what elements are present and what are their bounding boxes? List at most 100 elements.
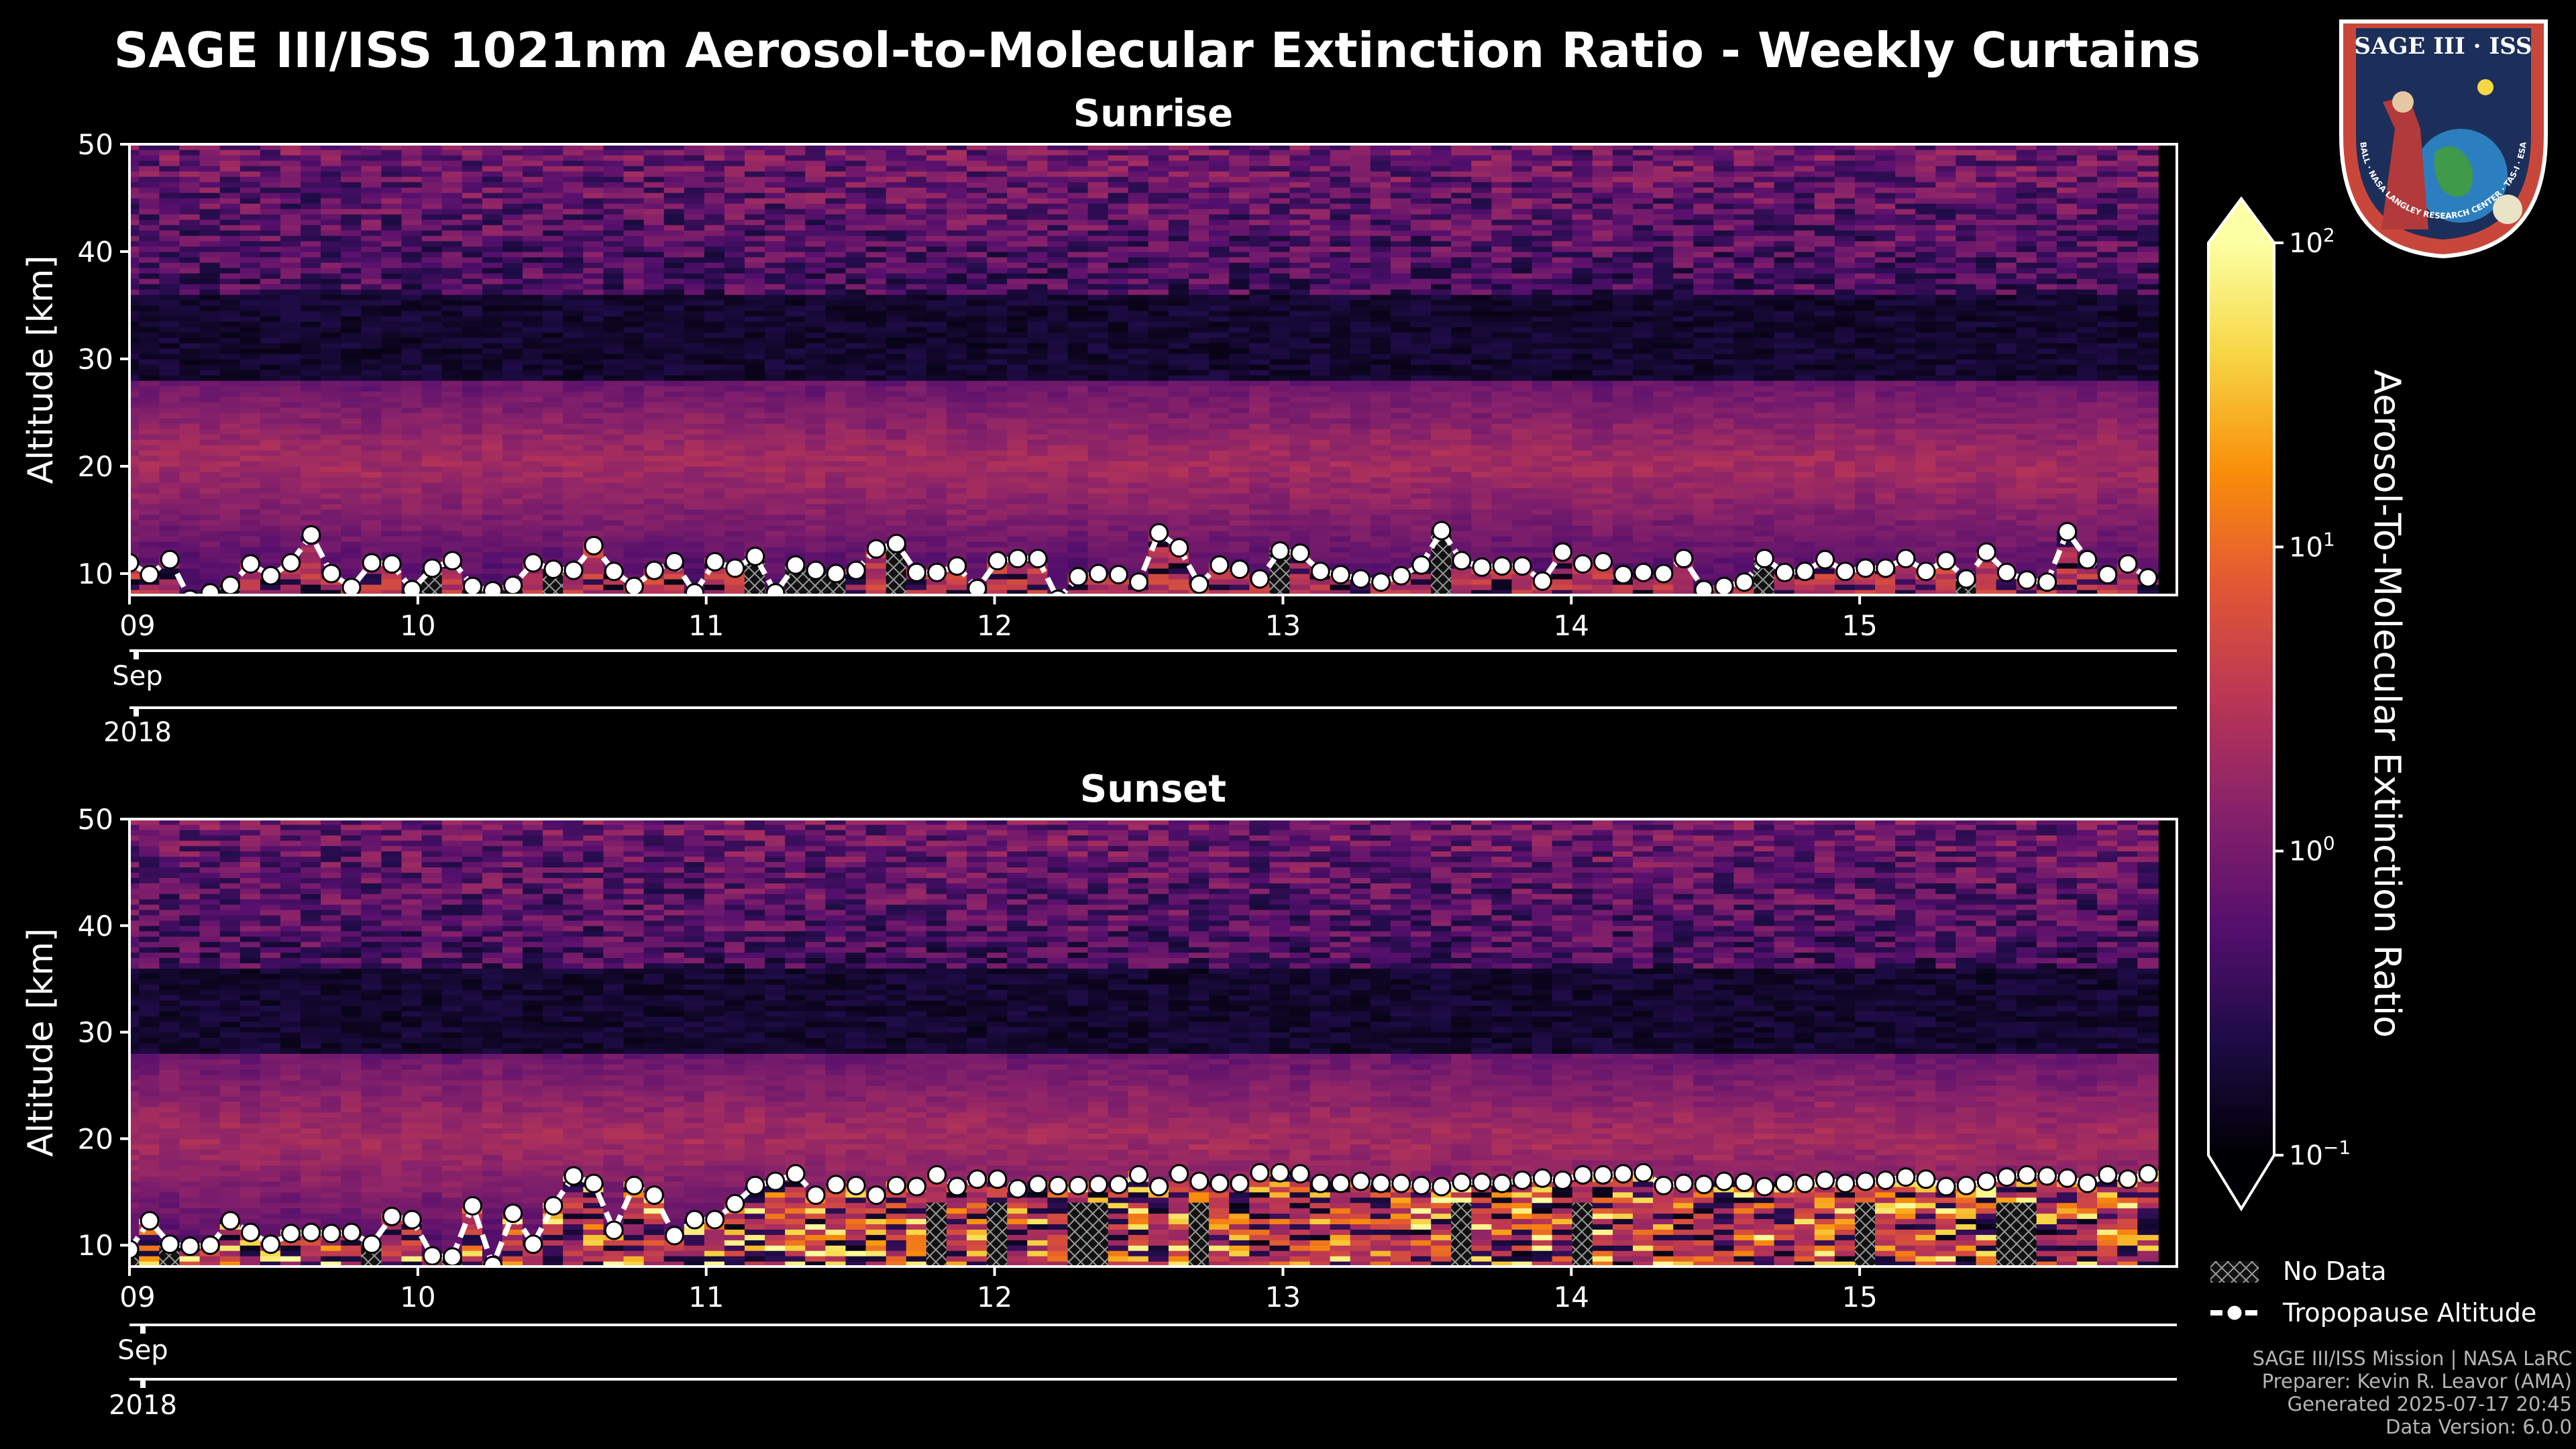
- sunrise-heatmap-cell: [724, 193, 746, 199]
- sunrise-heatmap-cell: [301, 450, 322, 456]
- sunrise-heatmap-cell: [502, 316, 524, 322]
- sunrise-heatmap-cell: [401, 348, 423, 354]
- sunrise-heatmap-cell: [967, 536, 988, 542]
- sunrise-heatmap-cell: [260, 209, 282, 215]
- sunrise-heatmap-cell: [643, 160, 665, 166]
- sunrise-heatmap-cell: [765, 445, 786, 451]
- sunrise-heatmap-cell: [321, 482, 342, 488]
- sunrise-heatmap-cell: [926, 300, 948, 306]
- sunrise-heatmap-cell: [745, 166, 766, 172]
- sunrise-heatmap-cell: [825, 257, 847, 263]
- sunrise-heatmap-cell: [1229, 547, 1250, 553]
- sunrise-heatmap-cell: [865, 305, 888, 311]
- sunrise-heatmap-cell: [502, 150, 524, 156]
- sunrise-heatmap-cell: [543, 289, 564, 295]
- sunrise-heatmap-cell: [301, 327, 322, 333]
- sunrise-heatmap-cell: [845, 166, 867, 172]
- sunrise-heatmap-cell: [724, 311, 746, 317]
- sunrise-heatmap-cell: [583, 321, 604, 327]
- sunrise-heatmap-cell: [745, 337, 766, 343]
- sunrise-heatmap-cell: [603, 584, 625, 590]
- sunrise-heatmap-cell: [1108, 289, 1130, 295]
- sunrise-heatmap-cell: [765, 214, 786, 220]
- sunrise-heatmap-cell: [1027, 343, 1049, 349]
- sunrise-heatmap-cell: [523, 337, 544, 343]
- sunrise-heatmap-cell: [129, 155, 140, 161]
- sunrise-heatmap-cell: [684, 203, 706, 209]
- sunrise-heatmap-cell: [239, 541, 262, 547]
- sunrise-heatmap-cell: [381, 418, 402, 424]
- sunrise-heatmap-cell: [199, 262, 221, 268]
- sunrise-heatmap-cell: [301, 262, 322, 268]
- sunrise-heatmap-cell: [724, 321, 746, 327]
- sunrise-heatmap-cell: [179, 520, 201, 526]
- sunrise-heatmap-cell: [502, 337, 524, 343]
- sunrise-heatmap-cell: [885, 429, 908, 435]
- sunrise-heatmap-cell: [1249, 311, 1271, 317]
- sunrise-heatmap-cell: [805, 498, 826, 504]
- sunrise-heatmap-cell: [987, 525, 1008, 531]
- sunrise-heatmap-cell: [765, 176, 786, 182]
- sunrise-heatmap-cell: [785, 160, 806, 166]
- sunrise-heatmap-cell: [482, 198, 504, 204]
- sunrise-heatmap-cell: [643, 498, 665, 504]
- sunrise-heatmap-cell: [906, 241, 928, 247]
- sunrise-heatmap-cell: [946, 230, 968, 236]
- sunrise-heatmap-cell: [421, 321, 443, 327]
- sunrise-heatmap-cell: [1148, 354, 1170, 360]
- sunrise-heatmap-cell: [321, 311, 342, 317]
- sunrise-heatmap-cell: [543, 268, 564, 274]
- sunrise-heatmap-cell: [643, 488, 665, 494]
- sunrise-heatmap-cell: [1087, 364, 1110, 370]
- sunrise-heatmap-cell: [239, 477, 262, 483]
- sunrise-heatmap-cell: [341, 461, 362, 467]
- sunrise-heatmap-cell: [1189, 316, 1210, 322]
- sunrise-heatmap-cell: [865, 482, 888, 488]
- sunrise-heatmap-cell: [845, 278, 867, 284]
- sunrise-heatmap-cell: [1108, 455, 1130, 462]
- sunrise-heatmap-cell: [502, 305, 524, 311]
- sunrise-heatmap-cell: [482, 498, 504, 504]
- sunrise-heatmap-cell: [845, 321, 867, 327]
- sunrise-heatmap-cell: [482, 359, 504, 365]
- sunrise-heatmap-cell: [684, 273, 706, 279]
- sunrise-heatmap-cell: [523, 584, 544, 590]
- sunrise-heatmap-cell: [421, 150, 443, 156]
- sunrise-heatmap-cell: [1229, 450, 1250, 456]
- sunrise-heatmap-cell: [321, 364, 342, 370]
- sunrise-heatmap-cell: [1249, 504, 1271, 510]
- sunrise-heatmap-cell: [523, 193, 544, 199]
- sunrise-heatmap-cell: [482, 391, 504, 397]
- sunrise-heatmap-cell: [684, 246, 706, 252]
- sunrise-heatmap-cell: [1148, 590, 1170, 595]
- sunrise-heatmap-cell: [1067, 488, 1089, 494]
- sunrise-heatmap-cell: [260, 359, 282, 365]
- sunrise-heatmap-cell: [159, 198, 180, 204]
- sunrise-heatmap-cell: [1189, 493, 1210, 499]
- sunrise-heatmap-cell: [523, 332, 544, 338]
- sunrise-heatmap-cell: [684, 144, 706, 150]
- sunrise-heatmap-cell: [502, 327, 524, 333]
- sunrise-heatmap-cell: [1007, 321, 1028, 327]
- sunrise-heatmap-cell: [1269, 289, 1291, 295]
- sunrise-heatmap-cell: [865, 150, 888, 156]
- sunrise-heatmap-cell: [583, 327, 604, 333]
- sunrise-heatmap-cell: [1168, 520, 1190, 526]
- sunrise-heatmap-cell: [785, 380, 806, 386]
- sunrise-heatmap-cell: [441, 391, 464, 397]
- sunrise-heatmap-cell: [381, 187, 402, 193]
- sunrise-heatmap-cell: [219, 155, 241, 161]
- sunrise-heatmap-cell: [1087, 332, 1110, 338]
- sunrise-heatmap-cell: [1289, 289, 1311, 295]
- sunrise-heatmap-cell: [1249, 252, 1271, 258]
- sunrise-heatmap-cell: [361, 407, 382, 413]
- sunrise-heatmap-cell: [159, 316, 180, 322]
- sunrise-heatmap-cell: [845, 590, 867, 595]
- sunrise-heatmap-cell: [926, 198, 948, 204]
- sunrise-heatmap-cell: [381, 273, 402, 279]
- sunrise-heatmap-cell: [745, 262, 766, 268]
- sunrise-heatmap-cell: [785, 407, 806, 413]
- sunrise-heatmap-cell: [1148, 563, 1170, 569]
- sunrise-heatmap-cell: [239, 515, 262, 521]
- sunrise-heatmap-cell: [724, 396, 746, 402]
